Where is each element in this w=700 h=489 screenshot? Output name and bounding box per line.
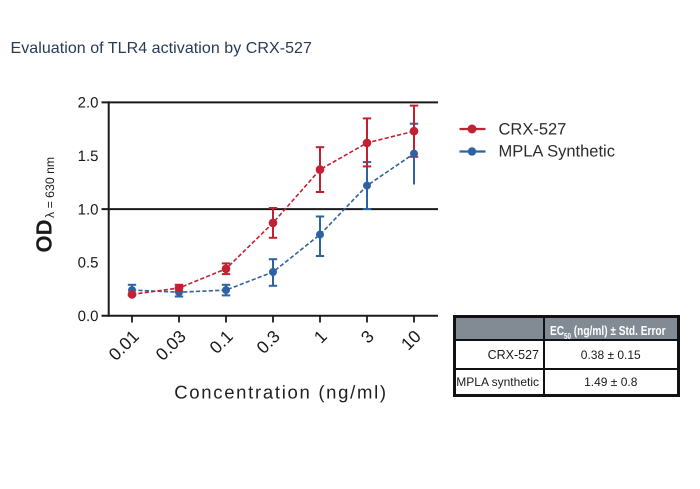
svg-text:0.03: 0.03	[152, 326, 190, 364]
svg-text:3: 3	[357, 326, 378, 347]
svg-text:1: 1	[310, 326, 331, 347]
svg-text:ODλ = 630 nm: ODλ = 630 nm	[32, 157, 58, 253]
svg-text:0.1: 0.1	[205, 326, 236, 357]
svg-text:1.0: 1.0	[78, 201, 99, 218]
svg-text:0.01: 0.01	[105, 326, 143, 364]
svg-text:MPLA Synthetic: MPLA Synthetic	[499, 143, 615, 161]
svg-text:10: 10	[397, 326, 425, 354]
svg-text:0.0: 0.0	[78, 308, 99, 325]
svg-text:2.0: 2.0	[78, 95, 99, 112]
svg-text:Concentration (ng/ml): Concentration (ng/ml)	[174, 382, 388, 403]
svg-text:0.5: 0.5	[78, 255, 99, 272]
svg-text:CRX-527: CRX-527	[499, 121, 567, 139]
svg-text:1.5: 1.5	[78, 148, 99, 165]
svg-text:0.3: 0.3	[252, 326, 283, 357]
